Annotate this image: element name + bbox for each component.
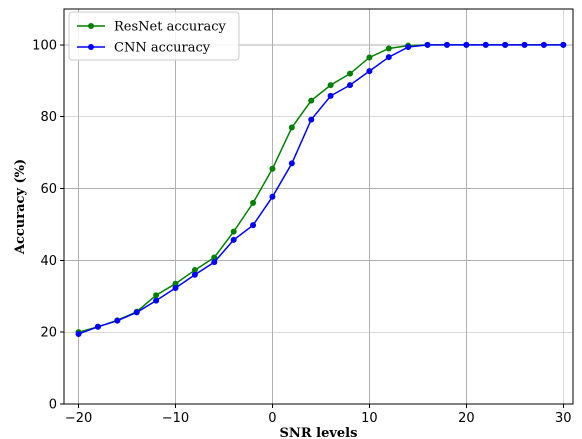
data-point-cnn <box>308 116 315 123</box>
legend-label-cnn: CNN accuracy <box>114 41 211 56</box>
y-tick-label: 100 <box>32 38 57 53</box>
data-point-resnet <box>172 280 179 287</box>
plot-frame <box>63 8 574 405</box>
data-point-cnn <box>521 41 528 48</box>
data-point-resnet <box>327 82 334 89</box>
data-point-cnn <box>347 82 354 89</box>
y-tick-label: 60 <box>40 182 57 197</box>
x-tick-label: 10 <box>361 411 378 426</box>
series-layer <box>75 41 567 337</box>
legend-label-resnet: ResNet accuracy <box>114 20 227 35</box>
data-point-cnn <box>405 44 412 51</box>
data-point-cnn <box>211 259 218 266</box>
data-point-cnn <box>424 41 431 48</box>
y-tick-label: 80 <box>40 110 57 125</box>
y-tick-label: 0 <box>49 398 57 413</box>
data-point-resnet <box>153 292 160 299</box>
legend-entry-1: CNN accuracy <box>77 41 211 56</box>
legend-marker-cnn <box>88 44 94 50</box>
series-line-cnn <box>78 44 564 335</box>
x-tick-label: 20 <box>458 411 475 426</box>
series-cnn <box>75 41 567 337</box>
data-point-resnet <box>347 70 354 77</box>
data-point-cnn <box>327 92 334 99</box>
data-point-resnet <box>308 97 315 104</box>
x-tick-label: −20 <box>65 411 92 426</box>
data-point-resnet <box>385 45 392 52</box>
data-point-cnn <box>482 41 489 48</box>
legend-box <box>68 11 240 61</box>
data-point-resnet <box>211 254 218 261</box>
data-point-cnn <box>269 193 276 200</box>
data-point-resnet <box>366 54 373 61</box>
data-point-resnet <box>288 124 295 131</box>
data-point-cnn <box>540 41 547 48</box>
data-point-cnn <box>191 271 198 278</box>
data-point-resnet <box>191 267 198 274</box>
x-tick-label: −10 <box>162 411 189 426</box>
data-point-cnn <box>75 330 82 337</box>
data-point-cnn <box>443 41 450 48</box>
data-point-cnn <box>288 160 295 167</box>
data-point-cnn <box>114 317 121 324</box>
data-point-cnn <box>250 222 257 229</box>
legend-entry-0: ResNet accuracy <box>77 20 227 35</box>
legend: ResNet accuracy CNN accuracy <box>68 11 240 61</box>
y-tick-label: 40 <box>40 254 57 269</box>
data-point-cnn <box>133 309 140 316</box>
data-point-resnet <box>230 228 237 235</box>
y-tick-label: 20 <box>40 326 57 341</box>
data-point-cnn <box>463 41 470 48</box>
data-point-resnet <box>250 199 257 206</box>
grid <box>64 9 573 405</box>
axis-ticks: −20 −10 0 10 20 30 0 20 40 60 80 100 <box>32 38 571 426</box>
data-point-resnet <box>269 165 276 172</box>
data-point-cnn <box>153 297 160 304</box>
data-point-cnn <box>172 285 179 292</box>
x-axis-title: SNR levels <box>280 426 358 439</box>
data-point-cnn <box>502 41 509 48</box>
data-point-cnn <box>366 68 373 75</box>
data-point-cnn <box>560 41 567 48</box>
x-tick-label: 0 <box>268 411 276 426</box>
y-axis-title: Accuracy (%) <box>13 159 28 255</box>
data-point-cnn <box>230 236 237 243</box>
x-tick-label: 30 <box>555 411 572 426</box>
legend-marker-resnet <box>88 23 94 29</box>
data-point-cnn <box>94 323 101 330</box>
data-point-cnn <box>385 54 392 61</box>
